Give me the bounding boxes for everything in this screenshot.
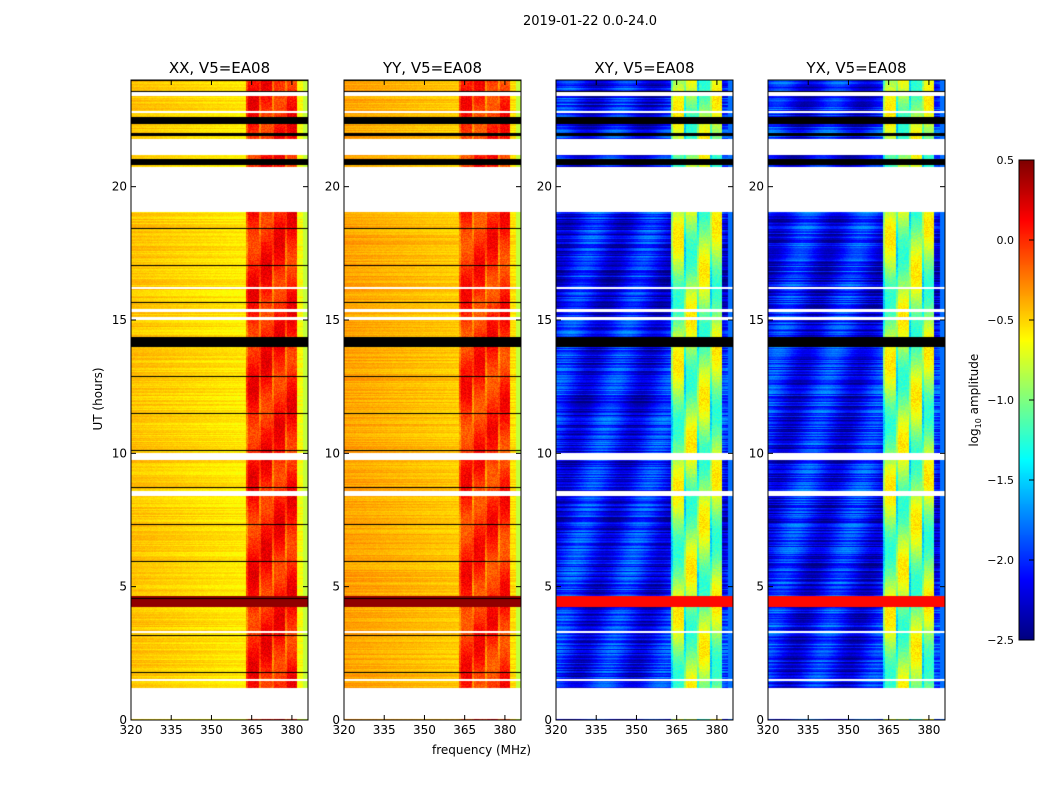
figure-title: 2019-01-22 0.0-24.0 xyxy=(523,14,657,29)
x-tick-label: 380 xyxy=(280,723,303,737)
panel-title-yx: YX, V5=EA08 xyxy=(806,59,907,77)
y-axis-label: UT (hours) xyxy=(91,367,105,431)
y-tick-label: 10 xyxy=(112,446,127,460)
y-tick-label: 5 xyxy=(119,580,127,594)
y-tick-label: 20 xyxy=(112,180,127,194)
panel-frame xyxy=(343,79,522,721)
y-tick-label: 15 xyxy=(112,313,127,327)
panel-frame xyxy=(767,79,946,721)
x-tick-label: 335 xyxy=(160,723,183,737)
colorbar xyxy=(1019,160,1034,640)
x-tick-label: 320 xyxy=(333,723,356,737)
colorbar-label-base: log xyxy=(966,428,981,447)
x-tick-label: 320 xyxy=(120,723,143,737)
y-tick-label: 0 xyxy=(332,713,340,727)
colorbar-label-sub: 10 xyxy=(974,418,984,429)
x-tick-label: 350 xyxy=(837,723,860,737)
x-tick-label: 365 xyxy=(453,723,476,737)
x-tick-label: 335 xyxy=(585,723,608,737)
y-tick-label: 15 xyxy=(749,313,764,327)
heatmap-xx xyxy=(131,80,308,720)
colorbar-tick-label: −2.0 xyxy=(987,554,1014,567)
x-tick-label: 365 xyxy=(877,723,900,737)
x-axis-label: frequency (MHz) xyxy=(432,743,532,757)
x-tick-label: 380 xyxy=(917,723,940,737)
panel-frame xyxy=(130,79,309,721)
y-tick-label: 20 xyxy=(749,180,764,194)
y-tick-label: 5 xyxy=(544,580,552,594)
heatmap-yx xyxy=(768,80,945,720)
colorbar-tick-label: −2.5 xyxy=(987,634,1014,647)
y-tick-label: 10 xyxy=(325,446,340,460)
colorbar-tick-label: −0.5 xyxy=(987,314,1014,327)
colorbar-tick-label: −1.5 xyxy=(987,474,1014,487)
x-tick-label: 365 xyxy=(240,723,263,737)
x-tick-label: 335 xyxy=(797,723,820,737)
x-tick-label: 350 xyxy=(413,723,436,737)
y-tick-label: 20 xyxy=(537,180,552,194)
x-tick-label: 320 xyxy=(545,723,568,737)
y-tick-label: 10 xyxy=(537,446,552,460)
colorbar-label: log10 amplitude xyxy=(967,340,983,460)
x-tick-label: 320 xyxy=(757,723,780,737)
x-tick-label: 380 xyxy=(705,723,728,737)
x-tick-label: 335 xyxy=(373,723,396,737)
y-tick-label: 20 xyxy=(325,180,340,194)
x-tick-label: 350 xyxy=(200,723,223,737)
heatmap-yy xyxy=(344,80,521,720)
colorbar-tick-label: −1.0 xyxy=(987,394,1014,407)
y-tick-label: 10 xyxy=(749,446,764,460)
y-tick-label: 0 xyxy=(756,713,764,727)
panel-frame xyxy=(555,79,734,721)
y-tick-label: 15 xyxy=(325,313,340,327)
colorbar-label-rest: amplitude xyxy=(966,353,981,419)
y-tick-label: 5 xyxy=(332,580,340,594)
y-tick-label: 15 xyxy=(537,313,552,327)
colorbar-tick-label: 0.5 xyxy=(997,154,1015,167)
x-tick-label: 365 xyxy=(665,723,688,737)
x-tick-label: 380 xyxy=(493,723,516,737)
x-tick-label: 350 xyxy=(625,723,648,737)
panel-title-xx: XX, V5=EA08 xyxy=(168,59,271,77)
panel-title-yy: YY, V5=EA08 xyxy=(382,59,483,77)
colorbar-tick-label: 0.0 xyxy=(997,234,1015,247)
y-tick-label: 0 xyxy=(544,713,552,727)
y-tick-label: 5 xyxy=(756,580,764,594)
y-tick-label: 0 xyxy=(119,713,127,727)
heatmap-xy xyxy=(556,80,733,720)
panel-title-xy: XY, V5=EA08 xyxy=(594,59,695,77)
